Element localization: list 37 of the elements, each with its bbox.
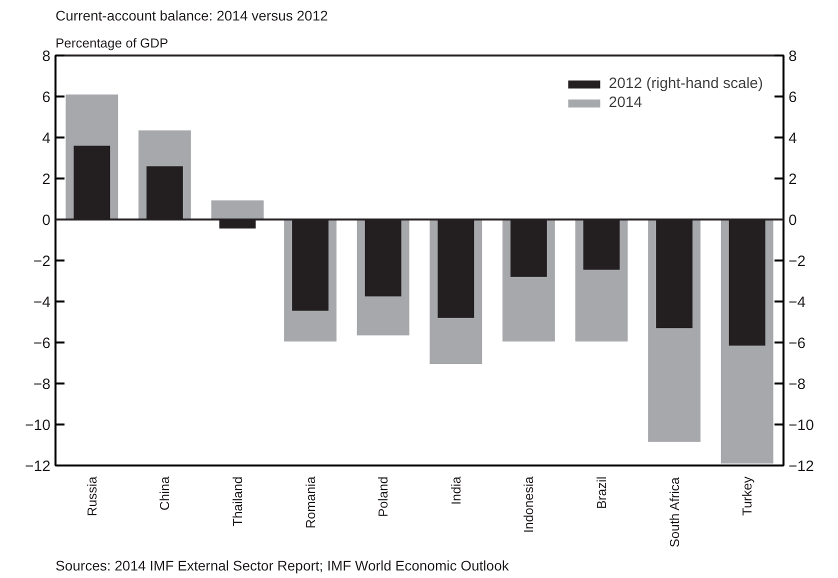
y2-tick-label: 8: [788, 48, 797, 65]
y2-tick-label: 0: [788, 212, 797, 229]
y2-tick-label: −12: [788, 458, 814, 475]
y-tick-label: −2: [33, 253, 51, 270]
y2-tick-label: −4: [788, 294, 806, 311]
y2-tick-label: −10: [788, 417, 814, 434]
x-tick-label: Thailand: [230, 476, 245, 526]
y-tick-label: −12: [25, 458, 51, 475]
source-note: Sources: 2014 IMF External Sector Report; IMF World Economic Outlook: [56, 558, 510, 574]
legend-label: 2014: [608, 94, 642, 111]
chart-title: Current-account balance: 2014 versus 2012: [56, 8, 328, 24]
y2-tick-label: 6: [788, 89, 797, 106]
x-tick-label: Poland: [376, 476, 391, 517]
y-tick-label: 4: [42, 130, 50, 147]
y-tick-label: −8: [33, 376, 51, 393]
x-tick-label: Brazil: [594, 476, 609, 510]
x-tick-label: Indonesia: [521, 476, 536, 533]
y2-tick-label: 4: [788, 130, 797, 147]
y-tick-label: 0: [42, 212, 50, 229]
x-tick-label: Russia: [84, 476, 100, 516]
y2-tick-label: −6: [788, 335, 806, 352]
x-tick-label: Romania: [302, 476, 318, 529]
x-tick-label: South Africa: [666, 476, 682, 548]
y-axis-title: Percentage of GDP: [56, 36, 168, 50]
y-tick-label: 2: [42, 171, 50, 188]
y2-tick-label: 2: [788, 171, 797, 188]
y-tick-label: −4: [33, 294, 51, 311]
y-tick-label: 6: [42, 89, 50, 106]
y-tick-label: −10: [25, 417, 51, 434]
x-tick-label: China: [157, 476, 172, 510]
y2-tick-label: −2: [788, 253, 806, 270]
y-tick-label: 8: [42, 48, 50, 65]
x-tick-label: India: [448, 476, 464, 505]
legend-label: 2012 (right-hand scale): [608, 75, 763, 92]
x-tick-label: Turkey: [740, 476, 755, 516]
y2-tick-label: −8: [788, 376, 806, 393]
y-tick-label: −6: [33, 335, 51, 352]
